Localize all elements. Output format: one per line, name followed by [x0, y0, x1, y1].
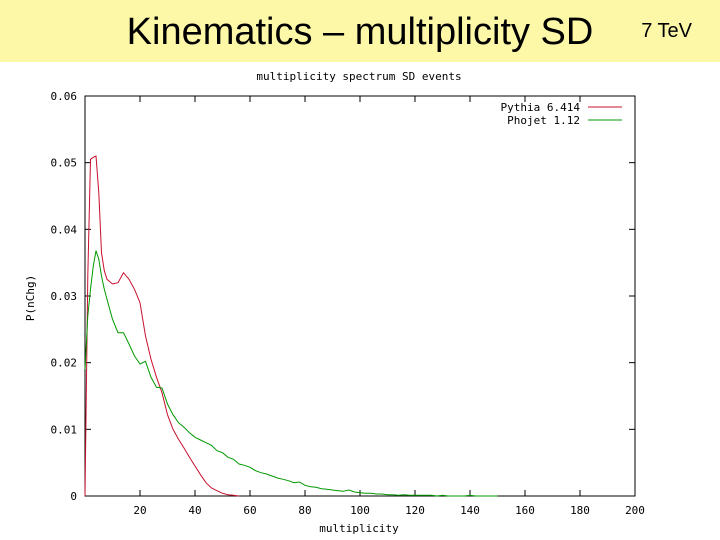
title-bar	[0, 0, 720, 62]
legend-label: Phojet 1.12	[507, 114, 580, 127]
y-axis-label: P(nChg)	[24, 275, 37, 321]
x-tick-label: 80	[298, 504, 311, 517]
x-tick-label: 20	[133, 504, 146, 517]
y-tick-label: 0.02	[51, 357, 78, 370]
x-tick-label: 180	[570, 504, 590, 517]
y-tick-label: 0.04	[51, 223, 78, 236]
y-tick-label: 0.06	[51, 90, 78, 103]
x-tick-label: 200	[625, 504, 645, 517]
y-tick-label: 0.03	[51, 290, 78, 303]
series-line-1	[84, 250, 498, 497]
slide-title: Kinematics – multiplicity SD	[126, 11, 594, 53]
series-line-0	[84, 155, 240, 497]
legend-label: Pythia 6.414	[501, 101, 581, 114]
x-axis-label: multiplicity	[319, 522, 399, 535]
x-tick-label: 160	[515, 504, 535, 517]
axis-ticks: 0 0.01 0.02 0.03 0.04 0.05 0.06 20 40 60 80 100 120 1…	[51, 90, 645, 517]
series-group	[84, 155, 498, 497]
x-tick-label: 100	[350, 504, 370, 517]
x-tick-label: 40	[188, 504, 201, 517]
energy-label: 7 TeV	[641, 20, 692, 42]
y-tick-label: 0.01	[51, 423, 78, 436]
y-tick-label: 0	[70, 490, 77, 503]
plot-frame	[84, 95, 636, 497]
x-tick-label: 60	[243, 504, 256, 517]
x-tick-label: 120	[405, 504, 425, 517]
y-tick-label: 0.05	[51, 157, 78, 170]
chart-title: multiplicity spectrum SD events	[256, 70, 461, 83]
x-tick-label: 140	[460, 504, 480, 517]
